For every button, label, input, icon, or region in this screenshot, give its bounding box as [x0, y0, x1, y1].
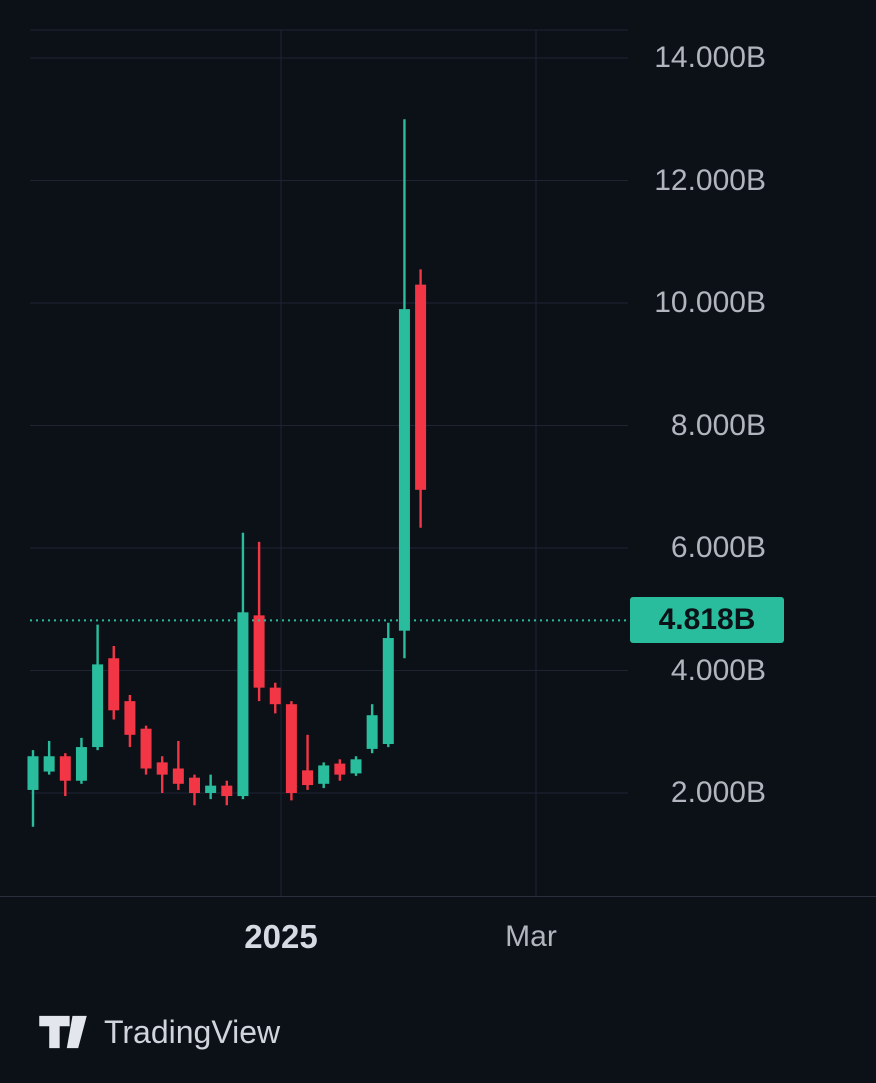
current-price-label: 4.818B: [630, 597, 784, 644]
tradingview-wordmark: TradingView: [104, 1013, 281, 1050]
candle-body: [205, 785, 217, 793]
candle-body: [189, 777, 200, 793]
candle-body: [27, 756, 39, 790]
price-tick-label: 14.000B: [654, 41, 766, 74]
price-tick-label: 12.000B: [654, 163, 766, 197]
price-tick-label: 8.000B: [670, 408, 766, 442]
candle-body: [156, 762, 168, 775]
current-price-value: 4.818B: [658, 603, 756, 637]
candle-body: [43, 756, 55, 772]
price-tick-label: 10.000B: [654, 286, 766, 319]
candle-body: [334, 763, 346, 775]
price-tick-label: 2.000B: [670, 776, 766, 809]
candle-body: [398, 309, 410, 631]
time-scale[interactable]: 2025 Mar: [0, 897, 876, 983]
candle-body: [253, 615, 265, 688]
candle-body: [59, 756, 71, 781]
price-tick-label: 4.000B: [670, 653, 766, 687]
price-scale[interactable]: 14.000B 12.000B 10.000B 8.000B 6.000B 4.000B 2…: [630, 0, 766, 900]
candle-body: [302, 770, 314, 786]
tradingview-logo-icon: [39, 1015, 87, 1049]
candle-body: [269, 687, 281, 705]
candle-body: [221, 785, 233, 797]
candle-body: [92, 664, 104, 748]
candle-body: [75, 747, 87, 781]
candle-body: [350, 759, 362, 774]
candle-body: [140, 728, 152, 769]
candle-body: [415, 284, 427, 490]
candle-body: [382, 638, 394, 744]
candle-body: [108, 658, 120, 711]
candle-body: [124, 701, 136, 735]
candle-body: [366, 715, 378, 749]
tradingview-attribution[interactable]: TradingView: [38, 1006, 280, 1058]
candle-body: [318, 765, 330, 784]
candle-body: [237, 612, 249, 797]
time-label-month: Mar: [505, 920, 557, 953]
time-label-year: 2025: [244, 918, 318, 955]
candle-body: [172, 768, 184, 784]
price-tick-label: 6.000B: [670, 531, 766, 564]
candle-body: [285, 704, 297, 793]
